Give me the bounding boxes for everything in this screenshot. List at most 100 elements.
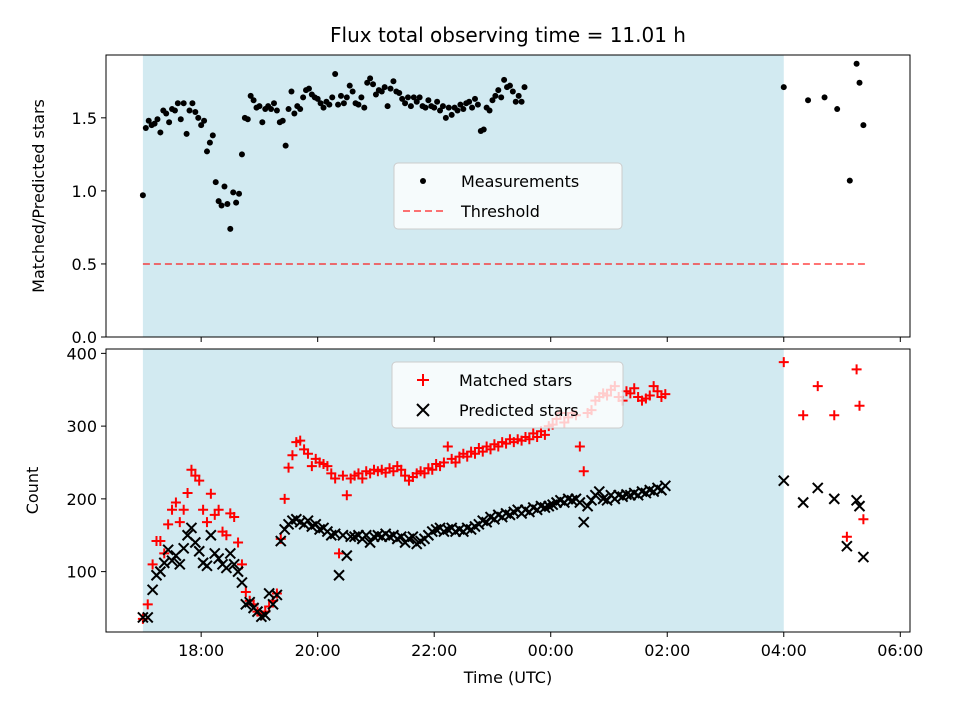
- measurement-point: [183, 130, 190, 137]
- predicted-star-point: [185, 522, 198, 534]
- measurement-point: [821, 94, 828, 101]
- measurement-point: [320, 104, 327, 111]
- predicted-star-point: [201, 560, 213, 572]
- measurement-point: [238, 151, 245, 158]
- measurement-point: [340, 100, 347, 107]
- measurement-point: [212, 179, 219, 186]
- measurement-point: [512, 98, 519, 105]
- predicted-star-point: [853, 500, 866, 512]
- x-tick-label: 18:00: [178, 641, 224, 660]
- matched-star-point: [213, 504, 224, 515]
- measurement-point: [206, 139, 213, 146]
- predicted-star-point: [212, 552, 225, 565]
- measurement-point: [469, 104, 476, 111]
- measurement-point: [215, 198, 222, 205]
- measurement-point: [279, 117, 286, 124]
- measurement-point: [230, 189, 237, 196]
- axes-frame: [105, 348, 911, 633]
- matched-star-point: [462, 451, 473, 462]
- measurement-point: [256, 103, 263, 110]
- matched-star-point: [652, 386, 663, 397]
- matched-star-point: [205, 488, 216, 499]
- legend-matched-label: Matched stars: [459, 371, 572, 390]
- matched-star-point: [427, 464, 438, 475]
- matched-star-point: [170, 497, 181, 508]
- predicted-star-point: [228, 558, 240, 571]
- predicted-star-point: [232, 565, 244, 578]
- matched-star-point: [829, 410, 840, 421]
- predicted-star-point: [267, 598, 279, 611]
- predicted-star-point: [142, 611, 154, 624]
- measurement-point: [437, 107, 444, 114]
- predicted-star-point: [574, 496, 586, 509]
- matched-star-point: [190, 470, 201, 481]
- matched-star-point: [163, 519, 174, 530]
- measurement-point: [343, 94, 350, 101]
- y-tick-label: 0.0: [72, 328, 97, 347]
- matched-star-point: [194, 475, 205, 486]
- matched-star-point: [302, 448, 313, 459]
- measurement-point: [448, 111, 455, 118]
- measurement-point: [480, 126, 487, 133]
- predicted-star-point: [189, 536, 202, 549]
- predicted-star-point: [659, 480, 672, 492]
- measurement-point: [853, 60, 860, 67]
- matched-star-point: [539, 429, 550, 440]
- y-axis-label: Matched/Predicted stars: [29, 99, 48, 293]
- matched-star-point: [341, 490, 352, 501]
- measurement-point: [221, 183, 228, 190]
- measurement-point: [300, 94, 307, 101]
- measurement-point: [174, 100, 181, 107]
- measurement-point: [250, 97, 257, 104]
- measurement-point: [404, 94, 411, 101]
- predicted-star-point: [275, 535, 287, 547]
- measurement-point: [780, 84, 787, 91]
- matched-star-point: [574, 441, 585, 452]
- measurement-point: [416, 94, 423, 101]
- matched-star-point: [648, 381, 659, 392]
- measurement-point: [361, 104, 368, 111]
- measurement-point: [326, 101, 333, 108]
- legend-matched-marker: [417, 374, 429, 386]
- predicted-star-point: [581, 500, 594, 512]
- legend-measurements-label: Measurements: [461, 172, 579, 191]
- measurement-point: [457, 101, 464, 108]
- predicted-star-point: [193, 545, 205, 557]
- legend-threshold-label: Threshold: [460, 202, 540, 221]
- measurement-point: [460, 106, 467, 113]
- x-tick-label: 06:00: [877, 641, 923, 660]
- y-tick-label: 0.5: [72, 255, 97, 274]
- legend-predicted-marker: [416, 403, 430, 417]
- measurement-point: [186, 107, 193, 114]
- measurement-point: [856, 79, 863, 86]
- measurement-point: [370, 81, 377, 88]
- axes-frame: [105, 54, 911, 338]
- predicted-star-point: [333, 569, 345, 581]
- measurement-point: [495, 87, 502, 94]
- predicted-star-point: [137, 611, 149, 624]
- matched-star-point: [578, 466, 589, 477]
- measurement-point: [346, 82, 353, 89]
- matched-star-point: [198, 504, 209, 515]
- matched-star-point: [388, 466, 399, 477]
- predicted-star-point: [244, 596, 256, 608]
- predicted-star-point: [841, 540, 853, 552]
- legend-box: [391, 361, 624, 429]
- matched-star-point: [778, 357, 789, 368]
- measurement-point: [381, 84, 388, 91]
- measurement-point: [329, 94, 336, 101]
- measurement-point: [387, 85, 394, 92]
- measurement-point: [384, 103, 391, 110]
- measurement-point: [273, 107, 280, 114]
- measurement-point: [332, 70, 339, 77]
- measurement-point: [151, 120, 158, 127]
- measurement-point: [291, 110, 298, 117]
- x-tick-label: 04:00: [761, 641, 807, 660]
- measurement-point: [431, 104, 438, 111]
- predicted-star-point: [154, 565, 167, 578]
- matched-star-point: [229, 512, 240, 523]
- matched-star-point: [142, 599, 153, 610]
- legend-predicted-label: Predicted stars: [459, 401, 579, 420]
- measurement-point: [203, 148, 210, 155]
- measurement-point: [335, 101, 342, 108]
